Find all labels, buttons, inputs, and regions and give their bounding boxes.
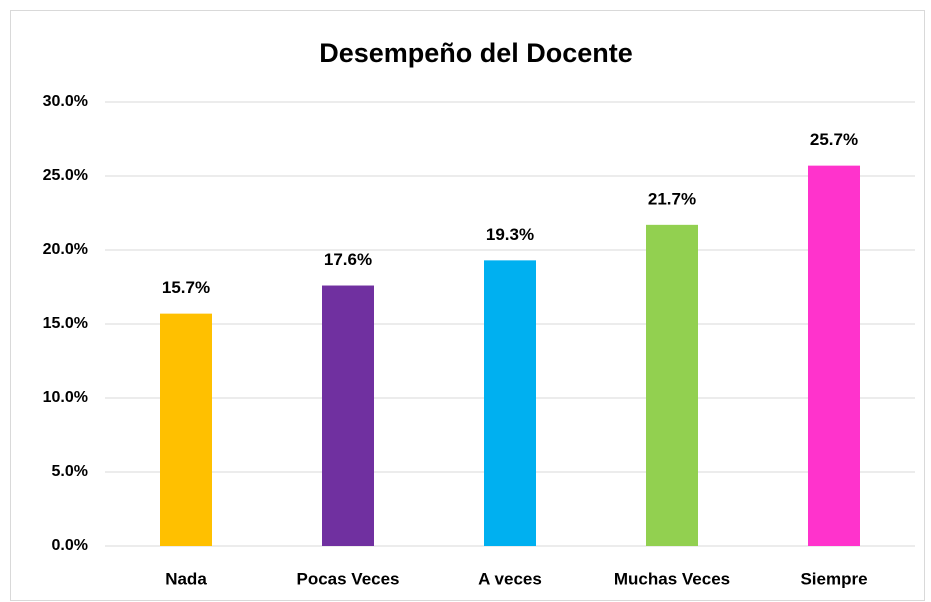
y-tick-label: 5.0% [52, 463, 88, 480]
chart-title: Desempeño del Docente [319, 38, 633, 68]
y-tick-label: 0.0% [52, 537, 88, 554]
data-label: 21.7% [648, 189, 696, 208]
data-label: 15.7% [162, 278, 210, 297]
y-tick-label: 10.0% [43, 389, 88, 406]
y-tick-label: 30.0% [43, 93, 88, 110]
x-tick-label: Nada [165, 569, 207, 588]
data-label: 17.6% [324, 250, 372, 269]
bar [646, 224, 698, 546]
x-tick-label: Siempre [800, 569, 867, 588]
chart-border [10, 10, 925, 601]
bar [160, 313, 212, 546]
data-label: 25.7% [810, 130, 858, 149]
bar [808, 165, 860, 546]
bar [484, 260, 536, 546]
data-label: 19.3% [486, 225, 534, 244]
bar [322, 285, 374, 546]
x-tick-label: Pocas Veces [296, 569, 399, 588]
x-tick-label: A veces [478, 569, 542, 588]
y-tick-label: 25.0% [43, 167, 88, 184]
y-tick-label: 20.0% [43, 241, 88, 258]
y-tick-label: 15.0% [43, 315, 88, 332]
x-tick-label: Muchas Veces [614, 569, 730, 588]
